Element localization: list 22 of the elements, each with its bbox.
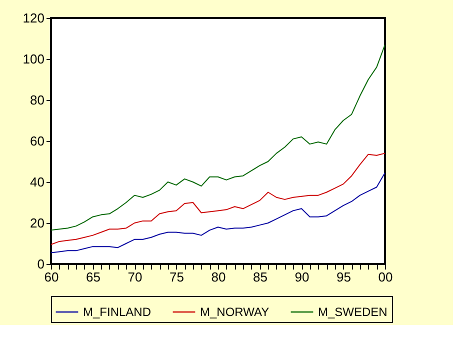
line-series [50, 172, 386, 254]
legend-label: M_NORWAY [200, 305, 270, 319]
y-tick-label: 120 [22, 10, 44, 26]
x-tick-label: 75 [170, 270, 184, 284]
y-tick-label: 40 [30, 174, 44, 190]
y-tick-label: 100 [22, 52, 44, 66]
x-tick-label: 85 [253, 270, 268, 284]
x-tick-label: 65 [86, 270, 100, 284]
y-tick-label: 80 [30, 92, 44, 108]
line-series [50, 44, 386, 231]
y-tick-label: 20 [30, 216, 44, 230]
x-tick-label: 95 [336, 270, 351, 284]
x-tick-label: 00 [378, 270, 393, 284]
x-tick-label: 80 [211, 270, 226, 284]
legend-label: M_FINLAND [83, 305, 152, 319]
x-tick-label: 60 [44, 270, 59, 284]
legend-label: M_SWEDEN [318, 305, 388, 319]
x-tick-label: 70 [128, 270, 142, 284]
x-tick-label: 90 [294, 270, 310, 284]
y-tick-label: 60 [30, 134, 44, 148]
y-tick-label: 0 [37, 256, 44, 272]
line-series [50, 152, 386, 246]
